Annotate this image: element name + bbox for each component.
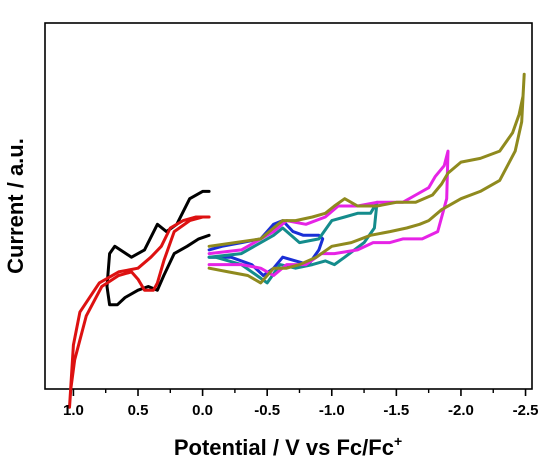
plot-frame: [44, 22, 533, 390]
series-line-6: [207, 72, 526, 285]
x-tick-label: -1.0: [319, 402, 345, 419]
x-axis-title-superscript: +: [394, 433, 402, 449]
x-axis-title-main: Potential / V vs Fc/Fc: [174, 435, 394, 460]
x-tick-label: -2.0: [448, 402, 474, 419]
x-tick-label: -2.5: [513, 402, 539, 419]
x-tick-label: 0.0: [192, 402, 213, 419]
x-tick-label: 0.5: [128, 402, 149, 419]
y-axis-title: Current / a.u.: [3, 138, 28, 274]
series-layer: [68, 72, 526, 409]
x-axis-title: Potential / V vs Fc/Fc+: [174, 433, 402, 460]
series-line-2: [68, 215, 211, 409]
x-tick-label: 1.0: [63, 402, 84, 419]
x-axis-ticks: 1.0 0.5 0.0 -0.5 -1.0 -1.5 -2.0 -2.5: [63, 389, 538, 419]
x-tick-label: -0.5: [254, 402, 280, 419]
series-line-5: [207, 149, 450, 277]
x-tick-label: -1.5: [383, 402, 409, 419]
